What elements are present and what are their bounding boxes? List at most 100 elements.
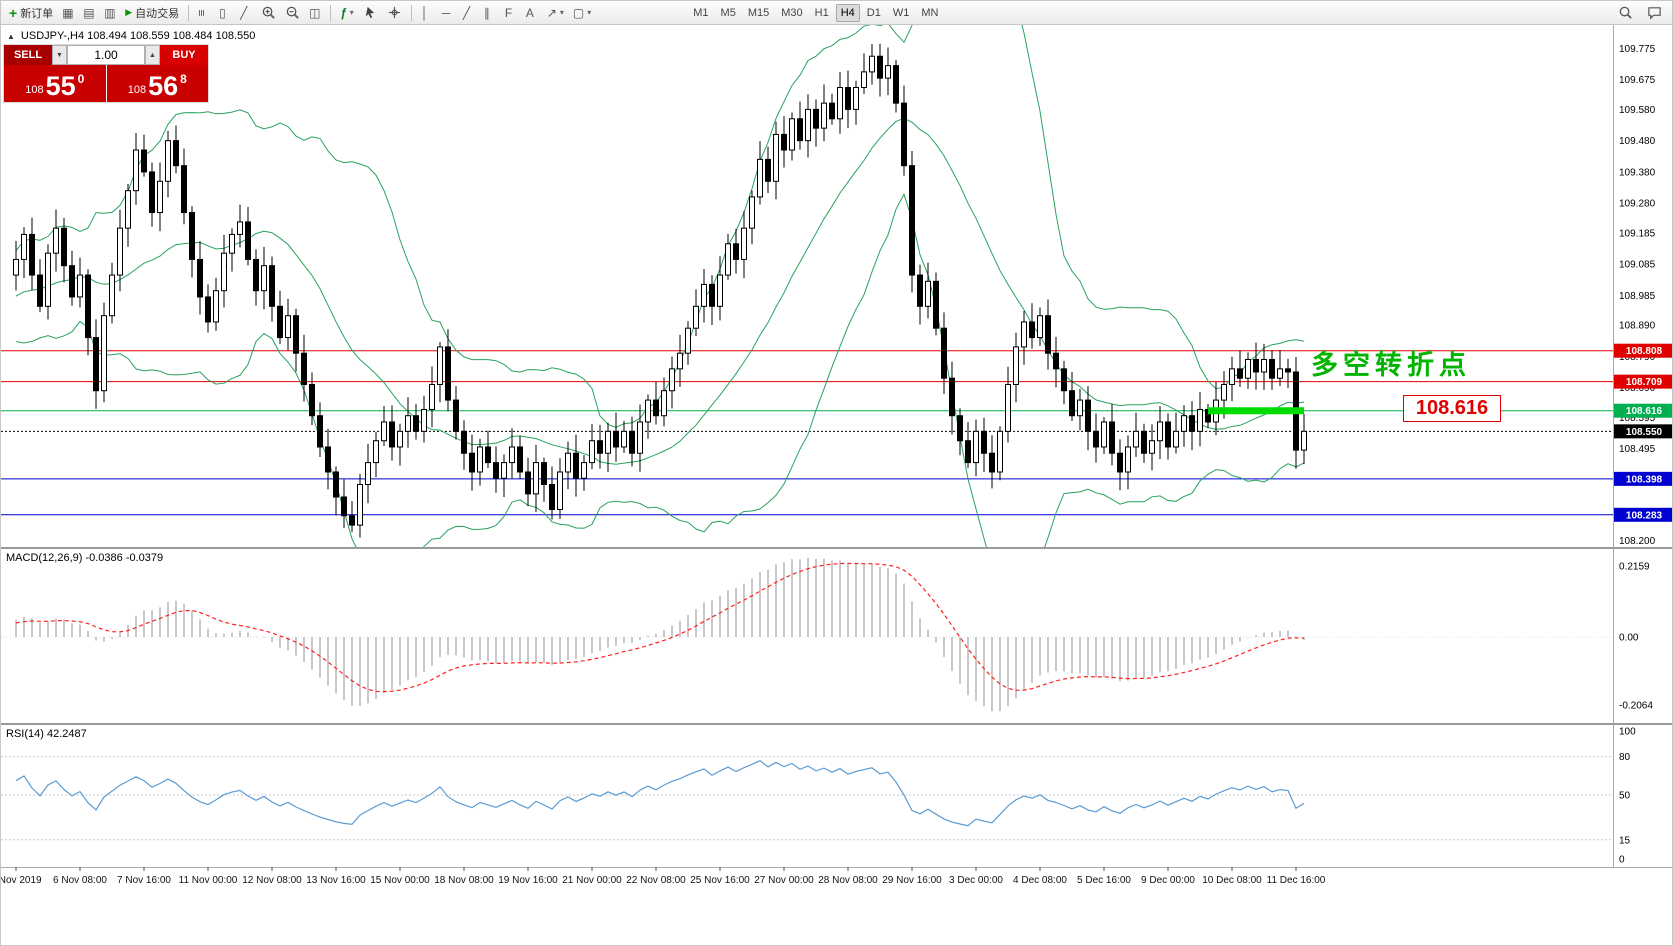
tile-windows-icon: ◫ xyxy=(309,5,321,20)
chart-title-text: USDJPY-,H4 108.494 108.559 108.484 108.5… xyxy=(20,30,256,42)
bid-prefix: 108 xyxy=(25,83,44,96)
channel-tool-button[interactable]: ∥ xyxy=(480,3,500,23)
svg-text:29 Nov 16:00: 29 Nov 16:00 xyxy=(882,875,942,886)
one-click-toggle[interactable]: ▲ xyxy=(7,31,15,41)
indicators-button[interactable]: ƒ ▾ xyxy=(336,3,358,23)
svg-text:13 Nov 16:00: 13 Nov 16:00 xyxy=(306,875,366,886)
timeframe-w1-button[interactable]: W1 xyxy=(888,4,915,22)
horizontal-line-icon: ─ xyxy=(441,5,451,20)
svg-text:108.808: 108.808 xyxy=(1626,346,1663,357)
text-tool-button[interactable]: A xyxy=(522,3,542,23)
svg-text:0: 0 xyxy=(1619,855,1625,866)
zoom-out-icon xyxy=(286,6,299,19)
bid-big-digits: 55 xyxy=(45,71,76,102)
zoom-out-button[interactable] xyxy=(281,3,304,23)
svg-text:27 Nov 00:00: 27 Nov 00:00 xyxy=(754,875,814,886)
fibonacci-tool-button[interactable]: F xyxy=(501,3,521,23)
svg-text:0.00: 0.00 xyxy=(1619,633,1639,644)
buy-button[interactable]: BUY xyxy=(160,45,208,65)
sell-button[interactable]: SELL xyxy=(4,45,52,65)
search-icon xyxy=(1619,6,1632,19)
timeframe-m5-button[interactable]: M5 xyxy=(716,4,741,22)
chat-button[interactable] xyxy=(1643,3,1666,23)
price-chart-panel[interactable]: 109.775 109.675 109.580 109.480 109.380 109.2… xyxy=(1,25,1673,547)
market-watch-icon: ▤ xyxy=(83,5,95,20)
svg-text:108.495: 108.495 xyxy=(1619,444,1656,455)
timeframe-group: M1 M5 M15 M30 H1 H4 D1 W1 MN xyxy=(688,3,943,22)
timeframe-m1-button[interactable]: M1 xyxy=(688,4,713,22)
svg-text:109.380: 109.380 xyxy=(1619,167,1656,178)
macd-canvas[interactable]: 0.2159 0.00 -0.2064 xyxy=(1,549,1673,723)
sell-dropdown-button[interactable]: ▼ xyxy=(52,45,67,65)
navigator-button[interactable]: ▥ xyxy=(100,3,120,23)
auto-trading-button[interactable]: ▶ 自动交易 xyxy=(121,3,183,23)
timeframe-mn-button[interactable]: MN xyxy=(916,4,943,22)
charts-button[interactable]: ▦ xyxy=(58,3,78,23)
svg-text:108.616: 108.616 xyxy=(1626,406,1663,417)
ask-prefix: 108 xyxy=(127,83,147,96)
market-watch-button[interactable]: ▤ xyxy=(79,3,99,23)
chevron-down-icon: ▾ xyxy=(349,8,354,17)
crosshair-tool-button[interactable] xyxy=(383,3,406,23)
one-click-trading-panel: SELL ▼ ▲ BUY 108 55 0 108 56 8 xyxy=(4,45,208,102)
macd-panel[interactable]: 0.2159 0.00 -0.2064 MACD(12,26,9) -0.0386 … xyxy=(1,549,1673,723)
chart-annotation-text[interactable]: 多空转折点 xyxy=(1311,350,1471,380)
horizontal-line-tool-button[interactable]: ─ xyxy=(438,3,458,23)
chat-icon xyxy=(1648,7,1661,20)
rsi-canvas[interactable]: 100 80 50 15 0 xyxy=(1,725,1673,867)
trendline-icon: ╱ xyxy=(462,5,471,20)
svg-text:109.185: 109.185 xyxy=(1619,228,1656,239)
timeframe-d1-button[interactable]: D1 xyxy=(862,4,886,22)
arrows-tool-button[interactable]: ↗ ▾ xyxy=(543,3,568,23)
ask-price[interactable]: 108 56 8 xyxy=(106,65,208,102)
chart-title: ▲ USDJPY-,H4 108.494 108.559 108.484 108… xyxy=(7,30,255,42)
navigator-icon: ▥ xyxy=(104,5,116,20)
svg-text:12 Nov 08:00: 12 Nov 08:00 xyxy=(242,875,302,886)
search-button[interactable] xyxy=(1614,3,1637,23)
rsi-panel[interactable]: 100 80 50 15 0 RSI(14) 42.2487 xyxy=(1,725,1673,867)
new-order-icon: + xyxy=(9,4,18,21)
cursor-tool-button[interactable] xyxy=(359,3,382,23)
volume-stepper-button[interactable]: ▲ xyxy=(145,45,160,65)
svg-text:109.480: 109.480 xyxy=(1619,136,1656,147)
svg-text:109.580: 109.580 xyxy=(1619,105,1656,116)
timeframe-m30-button[interactable]: M30 xyxy=(776,4,807,22)
timeframe-h1-button[interactable]: H1 xyxy=(810,4,834,22)
timeframe-m15-button[interactable]: M15 xyxy=(743,4,774,22)
svg-text:10 Dec 08:00: 10 Dec 08:00 xyxy=(1202,875,1262,886)
volume-input[interactable] xyxy=(67,45,145,65)
zoom-in-button[interactable] xyxy=(257,3,280,23)
svg-text:5 Dec 16:00: 5 Dec 16:00 xyxy=(1077,875,1131,886)
new-order-button[interactable]: + 新订单 xyxy=(5,3,57,23)
svg-text:109.775: 109.775 xyxy=(1619,44,1656,55)
svg-text:108.985: 108.985 xyxy=(1619,291,1656,302)
bid-price[interactable]: 108 55 0 xyxy=(4,65,107,102)
vertical-line-icon: │ xyxy=(420,5,429,20)
channel-icon: ∥ xyxy=(483,5,490,20)
line-chart-type-button[interactable]: ╱ xyxy=(236,3,256,23)
svg-text:9 Dec 00:00: 9 Dec 00:00 xyxy=(1141,875,1195,886)
price-callout-box[interactable]: 108.616 xyxy=(1403,395,1501,422)
rsi-panel-separator[interactable] xyxy=(1,723,1672,725)
svg-text:15 Nov 00:00: 15 Nov 00:00 xyxy=(370,875,430,886)
svg-text:-0.2064: -0.2064 xyxy=(1619,701,1653,712)
tile-windows-button[interactable]: ◫ xyxy=(305,3,325,23)
trendline-tool-button[interactable]: ╱ xyxy=(459,3,479,23)
new-order-label: 新订单 xyxy=(20,7,54,20)
bar-chart-type-button[interactable]: ≡ xyxy=(194,3,214,23)
svg-text:109.675: 109.675 xyxy=(1619,75,1656,86)
time-axis-canvas: 5 Nov 2019 6 Nov 08:00 7 Nov 16:00 11 Nov 0… xyxy=(1,867,1672,886)
macd-panel-separator[interactable] xyxy=(1,547,1672,549)
shapes-tool-button[interactable]: ▢ ▾ xyxy=(569,3,595,23)
trade-panel-prices: 108 55 0 108 56 8 xyxy=(4,65,208,102)
time-axis[interactable]: 5 Nov 2019 6 Nov 08:00 7 Nov 16:00 11 Nov 0… xyxy=(1,867,1672,893)
vertical-line-tool-button[interactable]: │ xyxy=(417,3,437,23)
candle-chart-type-button[interactable]: ▯ xyxy=(215,3,235,23)
ask-pip-digit: 8 xyxy=(180,72,187,86)
svg-text:11 Dec 16:00: 11 Dec 16:00 xyxy=(1267,875,1326,886)
price-chart-canvas[interactable]: 109.775 109.675 109.580 109.480 109.380 109.2… xyxy=(1,25,1673,547)
svg-text:50: 50 xyxy=(1619,791,1631,802)
timeframe-h4-button[interactable]: H4 xyxy=(835,3,860,22)
chart-window-icon: ▦ xyxy=(62,5,74,20)
arrow-tool-icon: ↗ xyxy=(546,5,557,20)
